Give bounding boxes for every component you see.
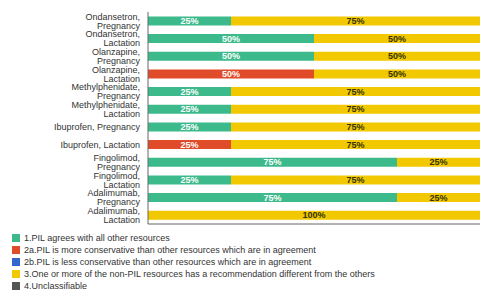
svg-text:Methylphenidate,Pregnancy: Methylphenidate,Pregnancy (71, 82, 140, 101)
svg-text:25%: 25% (180, 87, 198, 97)
html-text:2a.PIL is more conservative th: 2a.PIL is more conservative than other r… (24, 245, 316, 255)
svg-text:Olanzapine,Lactation: Olanzapine,Lactation (92, 65, 140, 84)
svg-text:25%: 25% (180, 122, 198, 132)
svg-text:75%: 75% (263, 193, 281, 203)
svg-text:25%: 25% (180, 140, 198, 150)
svg-text:25%: 25% (180, 16, 198, 26)
svg-text:25%: 25% (180, 175, 198, 185)
svg-text:Olanzapine,Pregnancy: Olanzapine,Pregnancy (92, 47, 141, 66)
svg-text:50%: 50% (388, 51, 406, 61)
svg-text:25%: 25% (180, 104, 198, 114)
svg-text:75%: 75% (263, 157, 281, 167)
svg-text:50%: 50% (222, 34, 240, 44)
html-text:3.One or more of the non-PIL r: 3.One or more of the non-PIL resources h… (24, 269, 375, 279)
svg-text:75%: 75% (346, 122, 364, 132)
svg-text:75%: 75% (346, 175, 364, 185)
svg-text:Methylphenidate,Lactation: Methylphenidate,Lactation (71, 100, 140, 119)
html-text:1.PIL agrees with all other re: 1.PIL agrees with all other resources (24, 233, 170, 243)
svg-text:25%: 25% (429, 157, 447, 167)
svg-text:Fingolimod,Lactation: Fingolimod,Lactation (93, 171, 140, 190)
svg-text:50%: 50% (222, 69, 240, 79)
svg-text:50%: 50% (388, 69, 406, 79)
svg-text:75%: 75% (346, 140, 364, 150)
svg-text:Ibuprofen, Pregnancy: Ibuprofen, Pregnancy (54, 122, 141, 132)
svg-text:Adalimumab,Lactation: Adalimumab,Lactation (87, 206, 140, 225)
html-text:2b.PIL is less conservative th: 2b.PIL is less conservative than other r… (24, 257, 312, 267)
svg-text:75%: 75% (346, 87, 364, 97)
svg-text:50%: 50% (388, 34, 406, 44)
svg-text:Ondansetron,Pregnancy: Ondansetron,Pregnancy (85, 12, 140, 31)
svg-text:100%: 100% (302, 210, 325, 220)
svg-text:Fingolimod,Pregnancy: Fingolimod,Pregnancy (93, 153, 140, 172)
svg-text:75%: 75% (346, 16, 364, 26)
html-text:4.Unclassifiable: 4.Unclassifiable (24, 281, 87, 291)
svg-text:Adalimumab,Pregnancy: Adalimumab,Pregnancy (87, 188, 140, 207)
svg-text:Ibuprofen, Lactation: Ibuprofen, Lactation (60, 140, 140, 150)
svg-text:75%: 75% (346, 104, 364, 114)
svg-text:Ondansetron,Lactation: Ondansetron,Lactation (85, 29, 140, 48)
svg-text:50%: 50% (222, 51, 240, 61)
svg-text:25%: 25% (429, 193, 447, 203)
